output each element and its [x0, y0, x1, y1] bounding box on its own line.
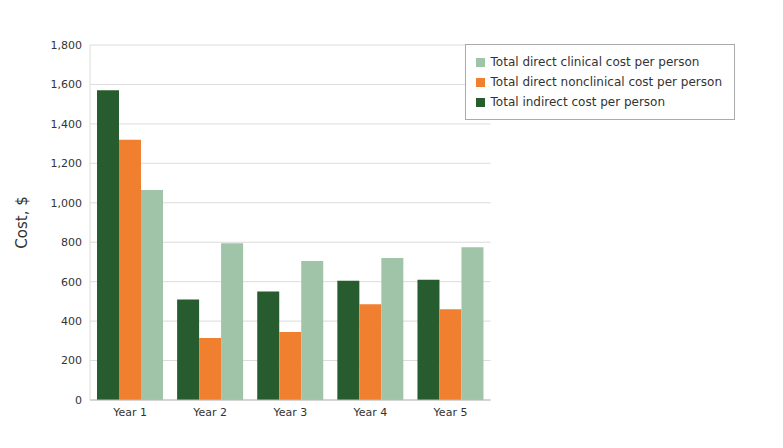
svg-text:200: 200 [61, 354, 82, 367]
svg-text:400: 400 [61, 315, 82, 328]
svg-text:1,200: 1,200 [51, 157, 83, 170]
html-text:Total direct nonclinical cost: Total direct nonclinical cost per person [490, 75, 722, 89]
svg-text:Year 4: Year 4 [353, 406, 388, 419]
html-text:Total indirect cost per person: Total indirect cost per person [490, 95, 666, 109]
svg-text:Cost, $: Cost, $ [13, 196, 31, 248]
html-text:Total direct clinical cost per: Total direct clinical cost per person [490, 55, 700, 69]
svg-text:Year 5: Year 5 [433, 406, 468, 419]
svg-text:0: 0 [75, 394, 82, 407]
svg-text:1,800: 1,800 [51, 39, 83, 52]
svg-text:1,400: 1,400 [51, 118, 83, 131]
svg-text:1,000: 1,000 [51, 197, 83, 210]
svg-text:Year 2: Year 2 [192, 406, 227, 419]
svg-text:Year 1: Year 1 [112, 406, 147, 419]
svg-text:Year 3: Year 3 [272, 406, 307, 419]
svg-text:800: 800 [61, 236, 82, 249]
svg-text:1,600: 1,600 [51, 78, 83, 91]
svg-text:600: 600 [61, 276, 82, 289]
